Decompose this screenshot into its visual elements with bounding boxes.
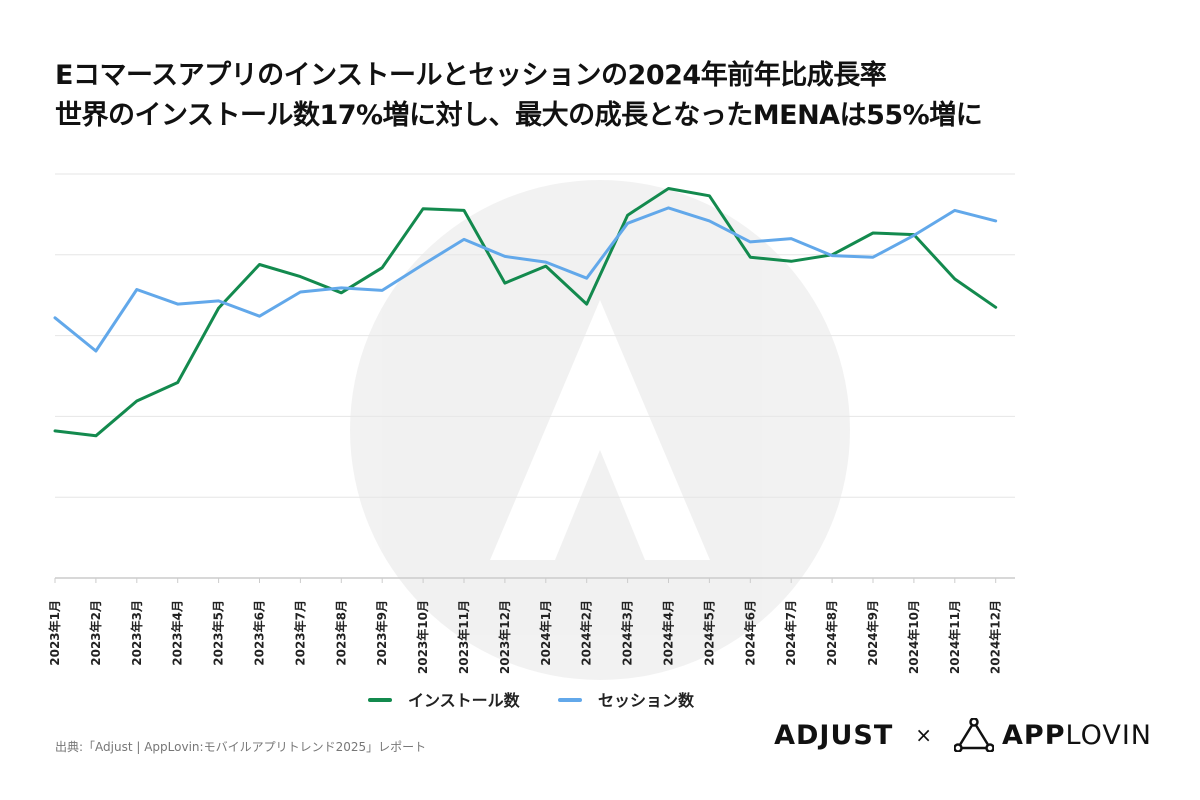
x-tick-label: 2023年11月	[456, 600, 471, 674]
x-tick-label: 2023年8月	[333, 600, 348, 666]
x-axis: 2023年1月 2023年2月 2023年3月 2023年4月 2023年5月 2023年…	[47, 578, 1003, 674]
x-tick-label: 2024年8月	[824, 600, 839, 666]
applovin-logo: APPLOVIN	[954, 718, 1152, 752]
x-tick-label: 2023年5月	[211, 600, 226, 666]
applovin-lovin: LOVIN	[1065, 719, 1152, 751]
x-tick-label: 2024年5月	[701, 600, 716, 666]
x-tick-label: 2023年1月	[47, 600, 62, 666]
legend-label: セッション数	[598, 691, 695, 710]
x-tick-label: 2023年9月	[374, 600, 389, 666]
x-tick-label: 2024年11月	[947, 600, 962, 674]
applovin-app: APP	[1002, 719, 1066, 751]
legend: インストール数 セッション数	[368, 691, 695, 710]
title-line-1: Eコマースアプリのインストールとセッションの2024年前年比成長率	[55, 60, 887, 91]
x-tick-label: 2023年2月	[88, 600, 103, 666]
chart-title: Eコマースアプリのインストールとセッションの2024年前年比成長率 世界のインス…	[55, 56, 983, 136]
logo-separator: ×	[915, 723, 933, 747]
x-tick-label: 2024年12月	[988, 600, 1003, 674]
source-note: 出典:「Adjust | AppLovin:モバイルアプリトレンド2025」レポ…	[55, 740, 427, 754]
series-line-installs	[53, 187, 998, 438]
series-lines	[53, 187, 998, 438]
x-tick-label: 2024年3月	[620, 600, 635, 666]
x-tick-label: 2024年9月	[865, 600, 880, 666]
x-tick-label: 2023年12月	[497, 600, 512, 674]
title-line-2: 世界のインストール数17%増に対し、最大の成長となったMENAは55%増に	[55, 100, 983, 131]
adjust-logo: ADJUST	[774, 719, 894, 751]
x-tick-label: 2023年10月	[415, 600, 430, 674]
x-tick-label: 2023年4月	[170, 600, 185, 666]
series-line-sessions	[53, 206, 998, 353]
x-tick-label: 2024年4月	[661, 600, 676, 666]
x-tick-label: 2024年7月	[783, 600, 798, 666]
legend-label: インストール数	[408, 691, 521, 710]
applovin-triangle-icon	[954, 718, 995, 752]
x-tick-label: 2023年7月	[292, 600, 307, 666]
grid-lines	[55, 173, 1015, 579]
watermark-logo	[350, 180, 850, 680]
x-tick-label: 2023年3月	[129, 600, 144, 666]
x-tick-label: 2024年2月	[579, 600, 594, 666]
x-tick-label: 2023年6月	[252, 600, 267, 666]
x-tick-label: 2024年6月	[742, 600, 757, 666]
x-tick-label: 2024年1月	[538, 600, 553, 666]
logos: ADJUST × APPLOVIN	[774, 718, 1152, 752]
x-tick-label: 2024年10月	[906, 600, 921, 674]
